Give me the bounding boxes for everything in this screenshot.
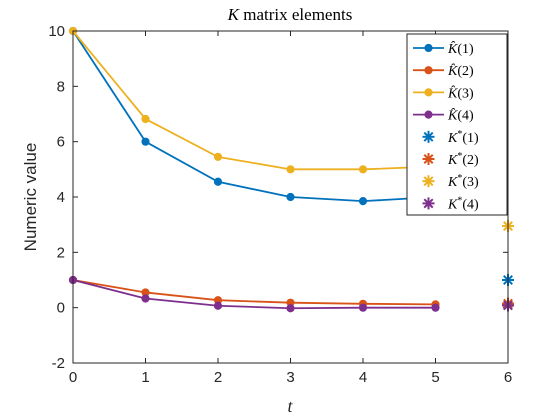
- chart-title: K matrix elements: [227, 5, 353, 24]
- plot-frame: [72, 30, 509, 364]
- legend-asterisk-3: [422, 175, 435, 188]
- legend-marker-2: [424, 66, 433, 75]
- legend-label: K̂(3): [447, 85, 474, 101]
- x-tick-label: 2: [214, 369, 222, 386]
- x-tick-label: 0: [69, 369, 77, 386]
- y-tick-label: 2: [57, 244, 65, 261]
- data-point-4: [286, 304, 295, 313]
- data-point-3: [141, 114, 150, 124]
- legend-label: K*(4): [447, 195, 479, 212]
- y-tick-label: 4: [57, 189, 65, 206]
- x-tick-label: 3: [286, 369, 294, 386]
- y-tick-label: 6: [57, 134, 65, 151]
- data-point-4: [358, 303, 368, 312]
- series-line-3: [72, 30, 436, 171]
- legend-marker-1: [424, 43, 433, 53]
- x-tick-label: 4: [359, 369, 367, 386]
- data-point-1: [213, 177, 223, 186]
- data-point-4: [213, 301, 223, 310]
- y-tick-label: 10: [48, 23, 65, 40]
- series-layer: [68, 26, 440, 313]
- x-axis-label: t: [287, 396, 293, 416]
- legend-marker-4: [424, 110, 433, 119]
- legend-label: K̂(4): [447, 107, 474, 123]
- data-point-1: [358, 197, 368, 206]
- legend-label: K̂(1): [447, 41, 474, 57]
- legend: K̂(1) K̂(2) K̂(3) K̂(4) K*(1) K*(2) K*(3) K*(4): [406, 33, 508, 216]
- legend-marker-3: [424, 88, 433, 97]
- series-line-1: [72, 30, 436, 203]
- legend-label: K*(3): [447, 173, 479, 190]
- legend-asterisk-4: [422, 197, 435, 210]
- data-point-4: [431, 303, 440, 312]
- y-tick-label: 0: [57, 300, 65, 317]
- x-tick-label: 1: [141, 369, 149, 386]
- series-line-4: [72, 279, 436, 310]
- data-point-3: [213, 152, 223, 161]
- data-point-1: [141, 137, 150, 146]
- data-point-3: [358, 165, 368, 174]
- y-axis-label: Numeric value: [21, 143, 40, 252]
- y-tick-label: -2: [52, 355, 65, 372]
- legend-label: K*(1): [447, 129, 479, 146]
- legend-label: K*(2): [447, 151, 479, 168]
- legend-asterisk-1: [422, 130, 435, 143]
- legend-asterisk-2: [422, 153, 435, 165]
- data-point-4: [141, 294, 150, 303]
- y-tick-label: 8: [57, 78, 65, 95]
- x-tick-label: 5: [431, 369, 439, 386]
- series-line-2: [72, 279, 436, 306]
- legend-label: K̂(2): [447, 63, 474, 79]
- x-tick-label: 6: [504, 369, 512, 386]
- data-point-3: [286, 165, 295, 174]
- data-point-1: [286, 192, 295, 202]
